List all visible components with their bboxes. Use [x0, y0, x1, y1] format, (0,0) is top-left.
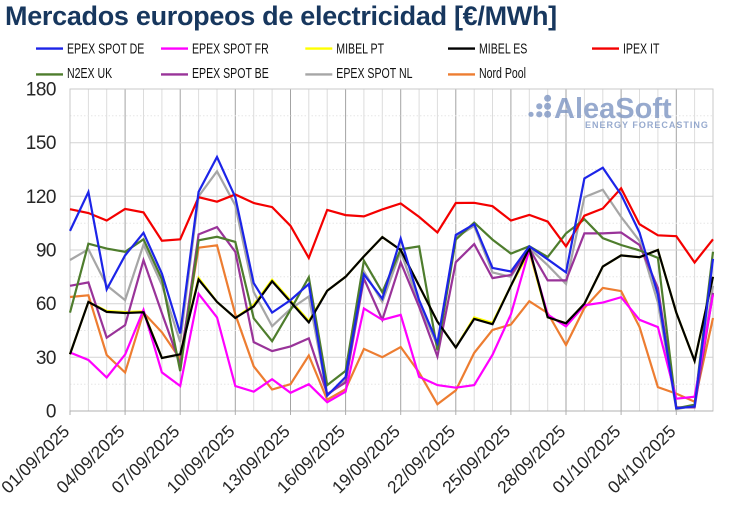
svg-text:ENERGY FORECASTING: ENERGY FORECASTING [585, 120, 709, 130]
svg-text:MIBEL PT: MIBEL PT [336, 41, 384, 57]
svg-text:150: 150 [26, 133, 56, 154]
svg-text:EPEX SPOT FR: EPEX SPOT FR [192, 41, 269, 57]
svg-text:Nord Pool: Nord Pool [479, 66, 526, 82]
svg-text:EPEX SPOT BE: EPEX SPOT BE [192, 66, 269, 82]
svg-text:AleaSoft: AleaSoft [554, 93, 672, 125]
svg-text:120: 120 [26, 187, 56, 208]
svg-text:IPEX IT: IPEX IT [623, 41, 660, 57]
svg-text:30: 30 [36, 348, 56, 369]
svg-text:90: 90 [36, 241, 56, 262]
svg-text:N2EX UK: N2EX UK [67, 66, 113, 82]
svg-text:EPEX SPOT NL: EPEX SPOT NL [336, 66, 412, 82]
svg-text:EPEX SPOT DE: EPEX SPOT DE [67, 41, 144, 57]
svg-text:180: 180 [26, 80, 56, 101]
svg-text:MIBEL ES: MIBEL ES [479, 41, 527, 57]
svg-text:60: 60 [36, 294, 56, 315]
svg-text:0: 0 [46, 402, 56, 423]
